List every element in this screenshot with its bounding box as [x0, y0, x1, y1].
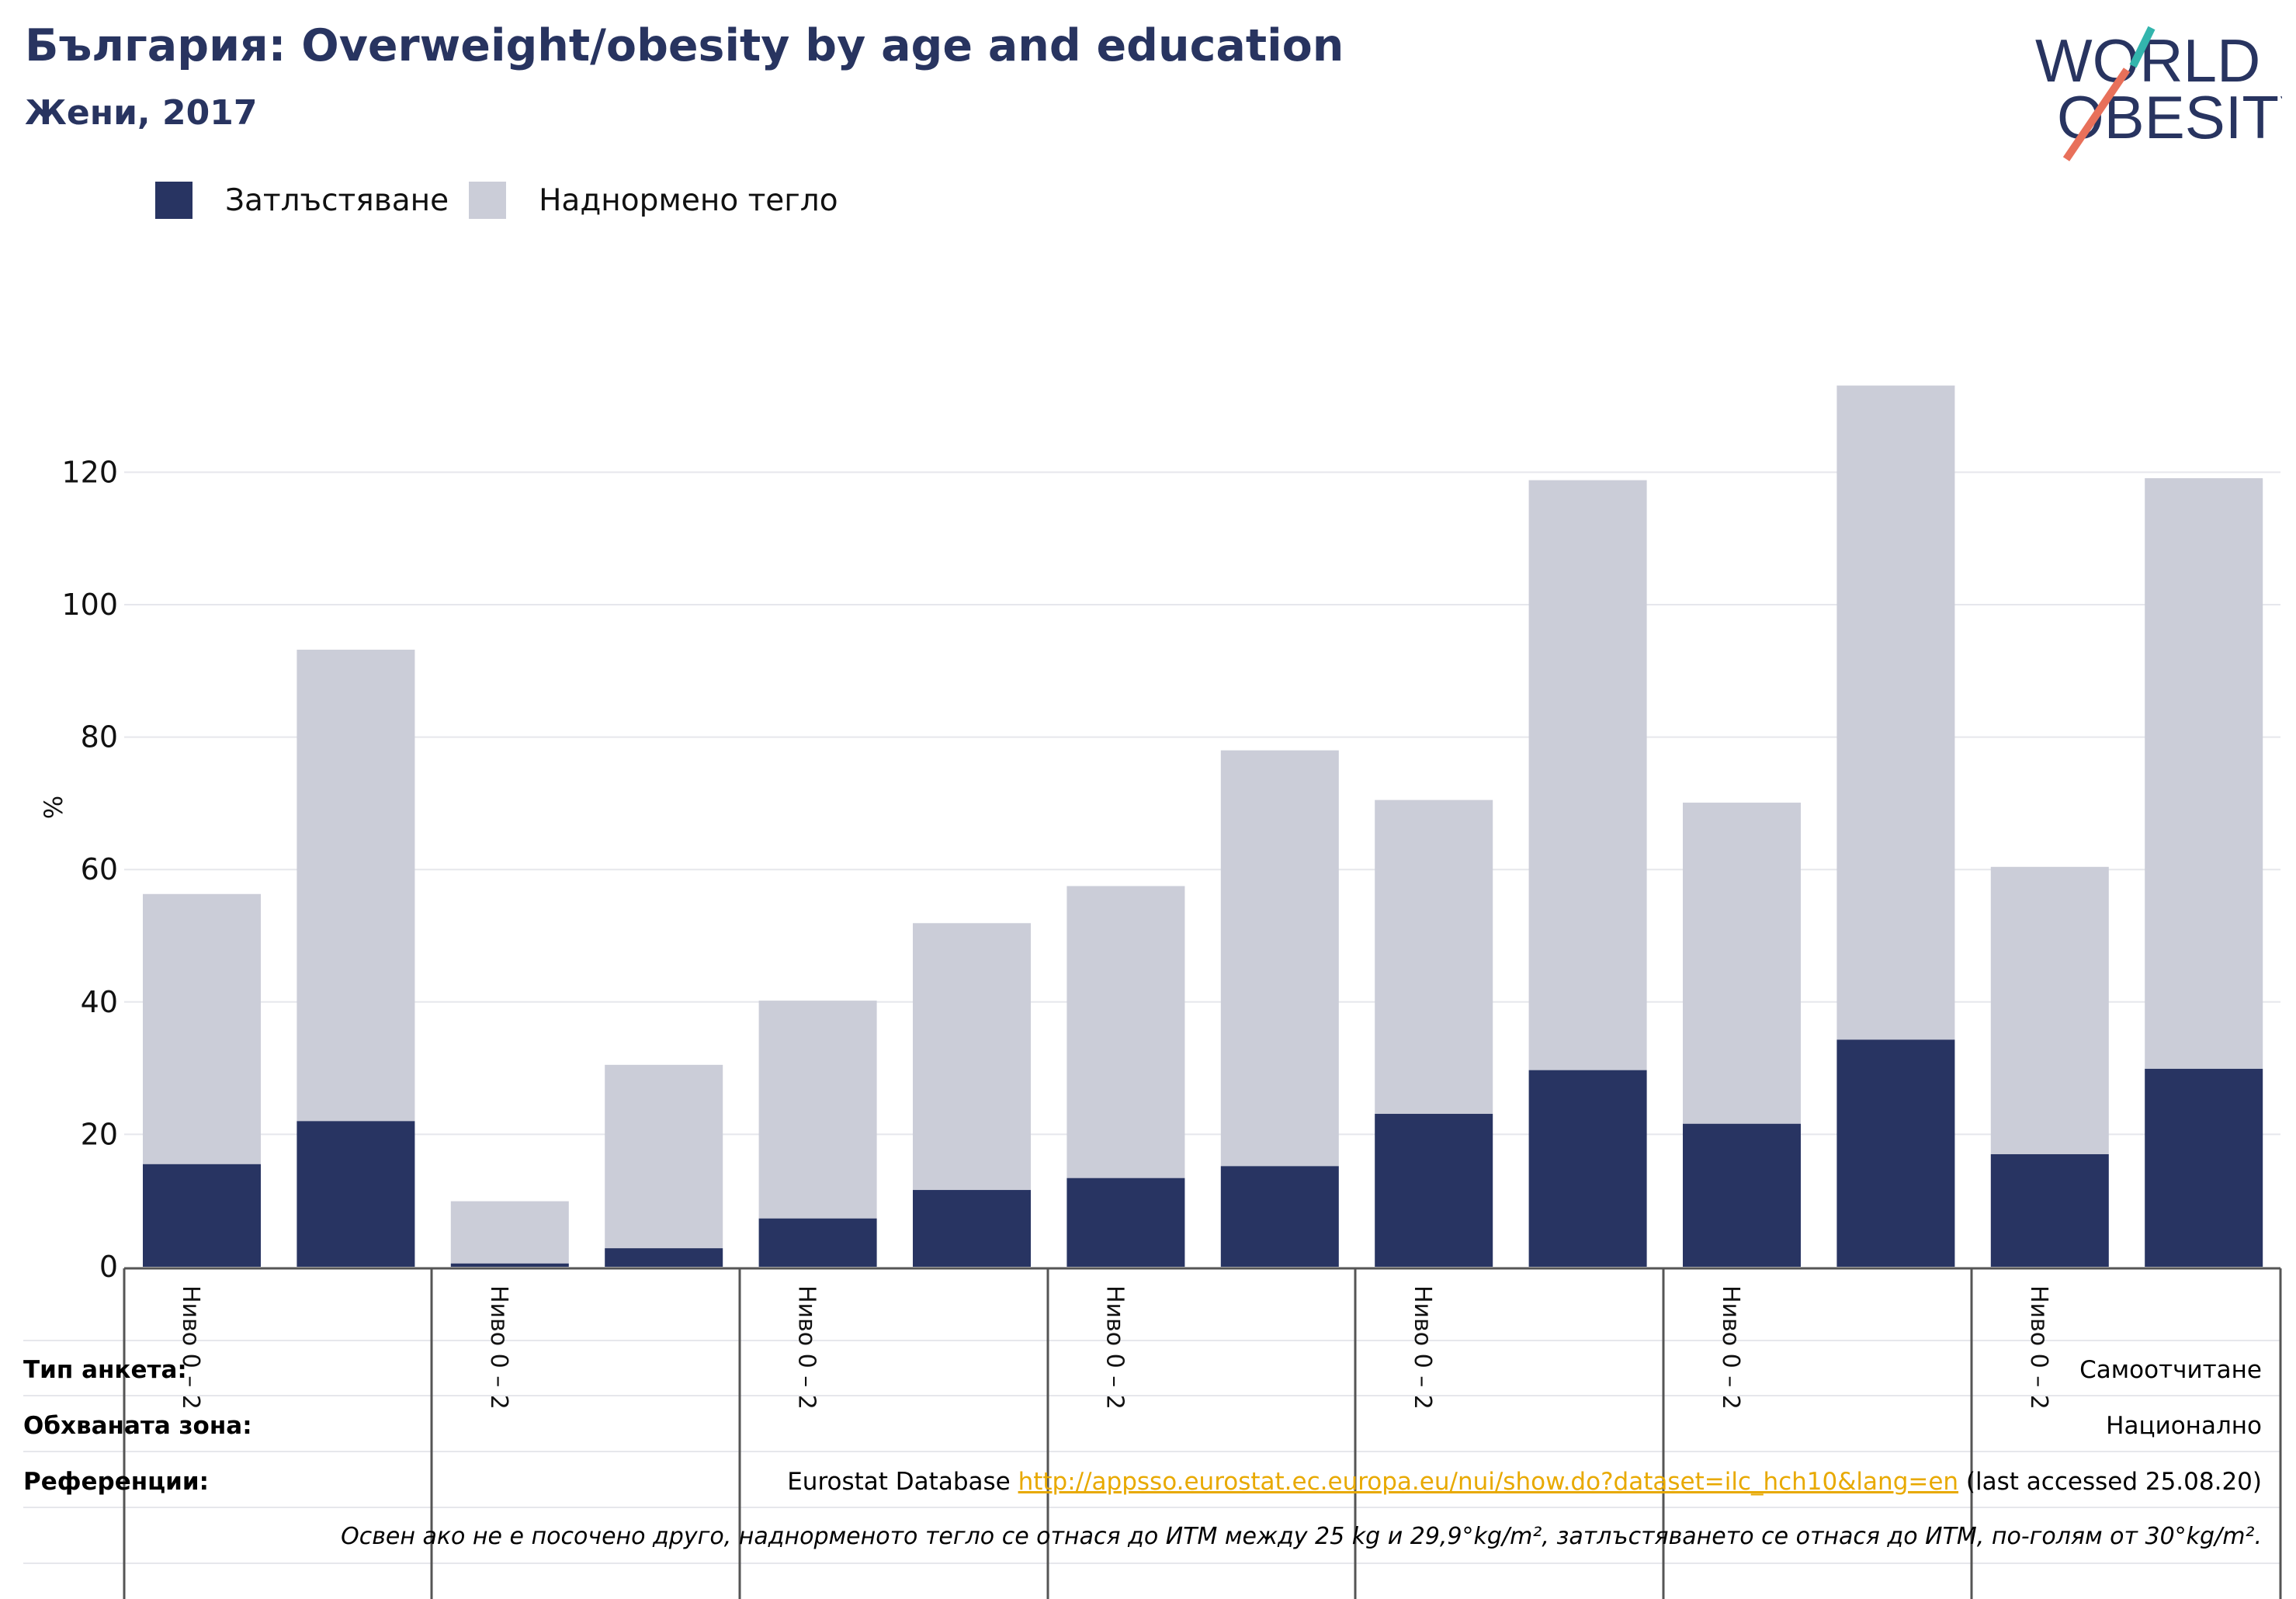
y-tick-label: 120 — [61, 455, 118, 489]
definition-note: Освен ако не е посочено друго, наднормен… — [341, 1523, 2262, 1550]
legend-swatch-overweight — [469, 182, 507, 219]
ref-accessed: (last accessed 25.08.20) — [1965, 1468, 2262, 1496]
bar-overweight — [1066, 886, 1185, 1178]
bar-obesity — [1990, 1153, 2109, 1267]
bar-overweight — [1836, 385, 1955, 1040]
coverage-value: Национално — [2106, 1412, 2262, 1440]
bar-obesity — [2145, 1068, 2263, 1267]
survey-type-row: Тип анкета: Самоотчитане — [23, 1343, 2262, 1397]
chart-title: България: Overweight/obesity by age and … — [25, 20, 1344, 71]
legend-swatch-obesity — [155, 182, 192, 219]
x-category-label: Ниво 0 – 2 — [1101, 1285, 1128, 1410]
bar-obesity — [1220, 1166, 1339, 1267]
logo-teal-stroke — [2129, 26, 2156, 68]
y-tick-label: 60 — [81, 852, 118, 886]
legend-item-overweight: Наднормено тегло — [469, 182, 838, 219]
coverage-row: Обхваната зона: Национално — [23, 1399, 2262, 1453]
bar-obesity — [1528, 1070, 1647, 1267]
y-tick-label: 100 — [61, 588, 118, 622]
x-category-label: Ниво 0 – 2 — [1717, 1285, 1744, 1410]
references-row: Референции: Eurostat Database http://app… — [23, 1455, 2262, 1509]
bar-obesity — [1066, 1178, 1185, 1267]
survey-type-value: Самоотчитане — [2079, 1356, 2262, 1384]
references-value: Eurostat Database http://appsso.eurostat… — [787, 1468, 2262, 1496]
bar-overweight — [297, 650, 415, 1122]
logo-coral-stroke — [2062, 68, 2131, 161]
bar-obesity — [450, 1263, 569, 1267]
ref-link[interactable]: http://appsso.eurostat.ec.europa.eu/nui/… — [1018, 1468, 1959, 1496]
bar-overweight — [1375, 800, 1493, 1114]
y-tick-label: 40 — [81, 985, 118, 1019]
legend-label-overweight: Наднормено тегло — [539, 182, 838, 218]
y-axis-label: % — [39, 796, 68, 819]
bar-obesity — [1836, 1039, 1955, 1267]
bar-obesity — [913, 1190, 1031, 1267]
bar-obesity — [1683, 1123, 1801, 1267]
x-category-label: Ниво 0 – 2 — [1409, 1285, 1436, 1410]
bar-obesity — [605, 1248, 723, 1267]
chart-subtitle: Жени, 2017 — [25, 93, 258, 133]
bar-overweight — [450, 1201, 569, 1264]
bar-obesity — [1375, 1113, 1493, 1267]
x-category-label: Ниво 0 – 2 — [177, 1285, 204, 1410]
bar-overweight — [1990, 866, 2109, 1154]
bar-overweight — [1220, 750, 1339, 1167]
bar-overweight — [2145, 478, 2263, 1069]
coverage-label: Обхваната зона: — [23, 1412, 252, 1440]
bar-overweight — [758, 1001, 877, 1219]
references-label: Референции: — [23, 1468, 209, 1496]
bar-overweight — [1683, 803, 1801, 1124]
bar-overweight — [605, 1064, 723, 1249]
legend: Затлъстяване Наднормено тегло — [155, 177, 858, 224]
ref-source: Eurostat Database — [787, 1468, 1011, 1496]
survey-type-label: Тип анкета: — [23, 1356, 187, 1384]
y-tick-label: 0 — [99, 1250, 118, 1284]
bar-overweight — [143, 893, 261, 1164]
bar-obesity — [758, 1218, 877, 1267]
world-obesity-logo: WORLD OBESITY — [2035, 26, 2282, 161]
x-category-label: Ниво 0 – 2 — [793, 1285, 820, 1410]
bar-obesity — [297, 1121, 415, 1267]
y-tick-label: 80 — [81, 720, 118, 754]
y-tick-label: 20 — [81, 1117, 118, 1151]
x-category-label: Ниво 0 – 2 — [2025, 1285, 2052, 1410]
legend-item-obesity: Затлъстяване — [155, 182, 449, 219]
bar-obesity — [143, 1164, 261, 1267]
bar-overweight — [913, 923, 1031, 1191]
bar-overweight — [1528, 480, 1647, 1070]
x-category-label: Ниво 0 – 2 — [485, 1285, 512, 1410]
legend-label-obesity: Затлъстяване — [225, 182, 449, 218]
